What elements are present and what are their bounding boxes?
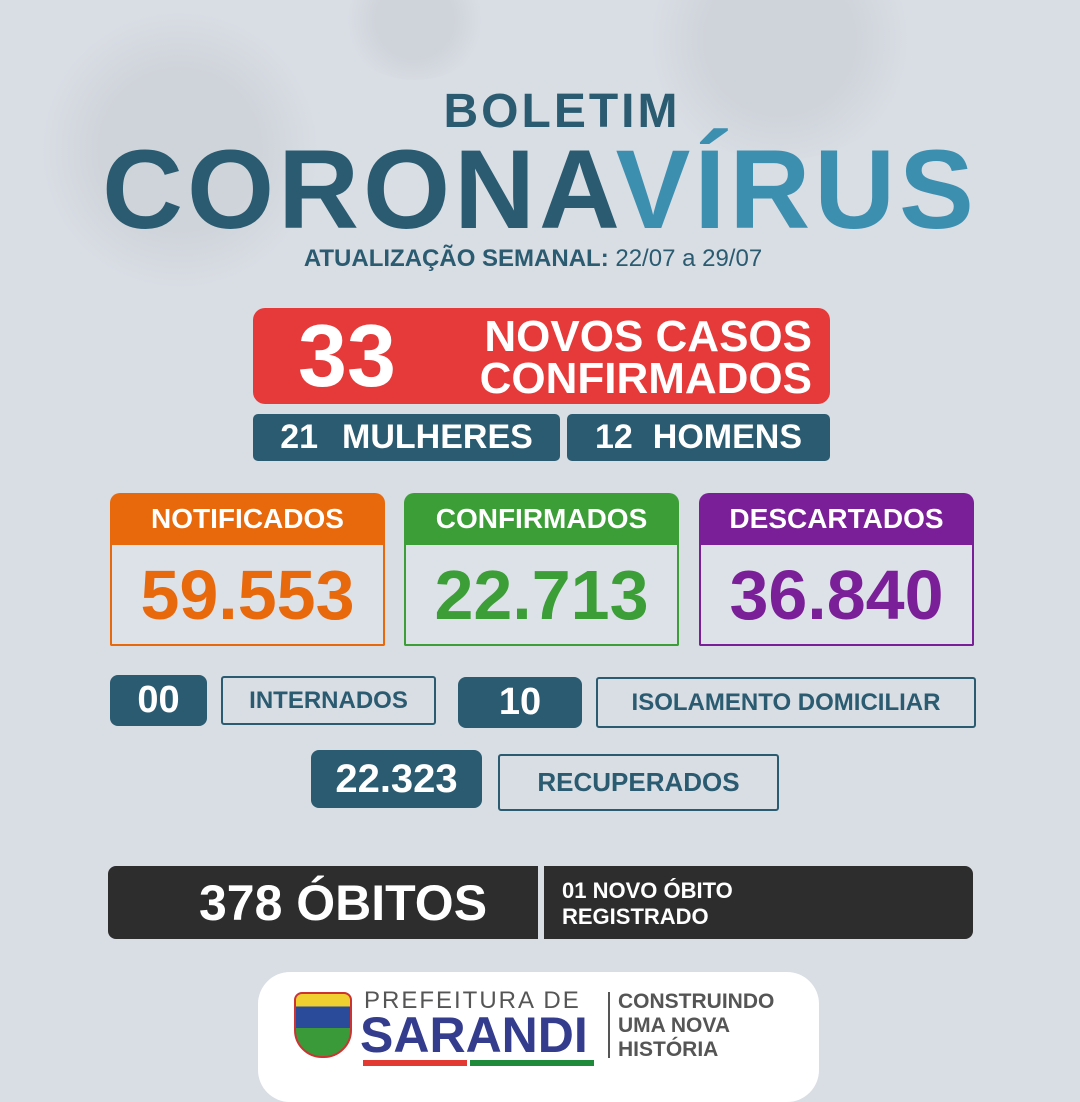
- slogan-line1: CONSTRUINDO: [618, 990, 775, 1013]
- divider: [538, 866, 544, 939]
- card-label: CONFIRMADOS: [404, 493, 679, 545]
- new-cases-banner: 33 NOVOS CASOS CONFIRMADOS: [253, 308, 830, 404]
- isolation-label: ISOLAMENTO DOMICILIAR: [596, 677, 976, 728]
- virus-decoration: [340, 0, 490, 80]
- slogan: CONSTRUINDO UMA NOVA HISTÓRIA: [618, 990, 774, 1062]
- isolation-count: 10: [458, 677, 582, 728]
- card-label: DESCARTADOS: [699, 493, 974, 545]
- new-cases-label: NOVOS CASOS CONFIRMADOS: [479, 312, 812, 403]
- card-descartados: DESCARTADOS 36.840: [699, 493, 974, 646]
- new-death-line1: 01 NOVO ÓBITO: [562, 878, 733, 903]
- title-corona: CORONA: [102, 127, 616, 252]
- women-count: 21: [280, 418, 319, 456]
- update-line: ATUALIZAÇÃO SEMANAL: 22/07 a 29/07: [0, 246, 1066, 272]
- new-cases-count: 33: [298, 306, 396, 405]
- logo-divider: [608, 992, 610, 1058]
- recovered-count: 22.323: [311, 750, 482, 808]
- hospitalized-count: 00: [110, 675, 207, 726]
- sarandi-text: SARANDI: [360, 1007, 588, 1063]
- card-value: 22.713: [404, 545, 679, 646]
- coat-of-arms-logo: [294, 992, 352, 1058]
- women-count-box: 21 MULHERES: [253, 414, 560, 461]
- main-title: CORONAVÍRUS: [0, 134, 1080, 246]
- slogan-line3: HISTÓRIA: [618, 1038, 719, 1061]
- new-death-note: 01 NOVO ÓBITO REGISTRADO: [562, 878, 733, 930]
- new-cases-line2: CONFIRMADOS: [479, 354, 812, 403]
- logo-stripe-green: [470, 1060, 594, 1066]
- footer-logo-card: PREFEITURA DE SARANDI CONSTRUINDO UMA NOV…: [258, 972, 819, 1102]
- women-label: MULHERES: [342, 418, 533, 456]
- logo-stripe-red: [363, 1060, 467, 1066]
- title-virus: VÍRUS: [615, 127, 978, 252]
- recovered-label: RECUPERADOS: [498, 754, 779, 811]
- card-confirmados: CONFIRMADOS 22.713: [404, 493, 679, 646]
- new-cases-line1: NOVOS CASOS: [484, 312, 812, 361]
- card-label: NOTIFICADOS: [110, 493, 385, 545]
- update-label: ATUALIZAÇÃO SEMANAL:: [303, 245, 609, 272]
- update-range: 22/07 a 29/07: [615, 245, 763, 272]
- virus-decoration: [40, 10, 320, 290]
- boletim-heading: BOLETIM: [443, 85, 681, 138]
- card-value: 36.840: [699, 545, 974, 646]
- prefeitura-text: PREFEITURA DE: [364, 987, 581, 1014]
- deaths-total: 378 ÓBITOS: [198, 874, 488, 931]
- hospitalized-label: INTERNADOS: [221, 676, 436, 725]
- slogan-line2: UMA NOVA: [618, 1014, 730, 1037]
- card-notificados: NOTIFICADOS 59.553: [110, 493, 385, 646]
- deaths-bar: 378 ÓBITOS 01 NOVO ÓBITO REGISTRADO: [108, 866, 973, 939]
- men-count: 12: [594, 418, 633, 456]
- men-count-box: 12 HOMENS: [567, 414, 830, 461]
- card-value: 59.553: [110, 545, 385, 646]
- men-label: HOMENS: [652, 418, 803, 456]
- new-death-line2: REGISTRADO: [562, 904, 709, 929]
